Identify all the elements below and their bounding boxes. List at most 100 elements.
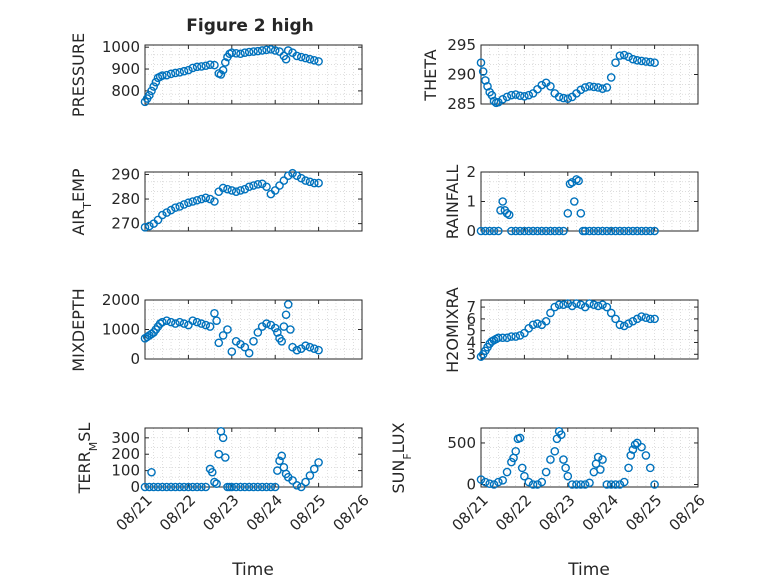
data-point [515,433,525,443]
data-point [645,314,655,324]
data-point [524,477,534,487]
data-point [147,329,156,339]
data-point [481,226,490,236]
data-point [606,308,616,318]
data-point [227,347,237,356]
data-point [273,466,282,475]
data-point [171,203,180,212]
y-tick-label: 280 [111,190,140,208]
data-point [162,70,171,80]
data-point [476,58,486,68]
data-point [606,226,616,236]
data-point [596,465,605,474]
data-point [184,482,193,492]
x-tick-label: 08/24 [579,491,622,534]
data-point [554,92,564,102]
data-point [598,455,607,464]
data-point [240,342,250,352]
data-point [550,302,560,312]
data-point [481,477,490,487]
data-point [292,481,302,490]
panel-theta: THETA 285 290 295 [421,36,699,113]
y-tick-label: 1 [466,193,476,211]
data-point [162,208,171,217]
data-point [624,463,633,473]
ylabel-theta: THETA [421,49,440,101]
y-tick-label: 0 [466,222,476,240]
data-point [593,226,603,236]
data-point [556,430,566,439]
data-point [650,58,659,68]
data-point [210,60,219,70]
data-point [485,479,494,488]
data-point [179,482,189,492]
data-point [149,482,158,492]
data-point [166,482,176,492]
data-point [301,477,310,487]
data-point [207,467,217,477]
data-point [589,226,599,236]
data-point [309,344,319,353]
data-point [283,46,293,55]
data-point [305,471,315,480]
data-point [253,179,263,189]
data-point [188,482,198,492]
x-tick-label: 08/26 [666,491,709,534]
data-point [249,181,258,190]
x-tick-label: 08/25 [286,491,329,534]
data-point [216,70,226,79]
data-point [511,446,521,456]
data-point [507,226,516,236]
data-point [253,46,263,56]
y-tick-label: 5 [466,322,476,340]
data-point [158,317,167,327]
data-point [637,56,646,66]
data-point [201,193,211,203]
data-point [498,476,508,485]
data-point [541,226,551,236]
data-point [498,333,508,343]
data-point [589,82,599,92]
data-point [576,85,586,95]
data-point [145,221,154,231]
data-point [292,345,302,355]
data-point [615,480,625,489]
data-point [244,482,254,492]
data-point [559,226,568,236]
data-point [563,94,573,103]
panel-rainfall: RAINFALL 0 1 2 [443,163,699,240]
data-point [301,53,310,63]
y-tick-label: 0 [130,350,140,368]
data-point [223,184,232,194]
data-point [598,300,607,310]
data-point [554,226,564,236]
data-point [140,482,150,492]
data-point [580,480,590,489]
data-point [550,226,560,236]
data-point [585,82,594,91]
ylabel-air-temp: AIRTEMP [69,168,94,235]
data-point [476,352,486,361]
data-point [598,84,607,93]
data-point [515,331,525,340]
y-tick-label: 900 [111,60,140,78]
data-point [166,205,176,215]
data-point [511,332,521,341]
data-point [227,48,237,57]
xlabel-left: Time [231,560,274,580]
axes-frame [144,427,363,488]
y-tick-label: 270 [111,215,140,233]
data-point [489,96,499,106]
data-point [611,226,620,236]
data-point [244,348,254,358]
data-point [236,49,245,59]
data-point [244,47,254,57]
data-point [602,302,612,312]
data-point [602,226,612,236]
y-tick-label: 100 [111,462,140,480]
data-point [611,480,620,489]
data-point [537,477,547,487]
data-point [218,183,228,193]
ylabel-terr-rest: SL [75,423,94,442]
y-tick-label: 6 [466,310,476,328]
